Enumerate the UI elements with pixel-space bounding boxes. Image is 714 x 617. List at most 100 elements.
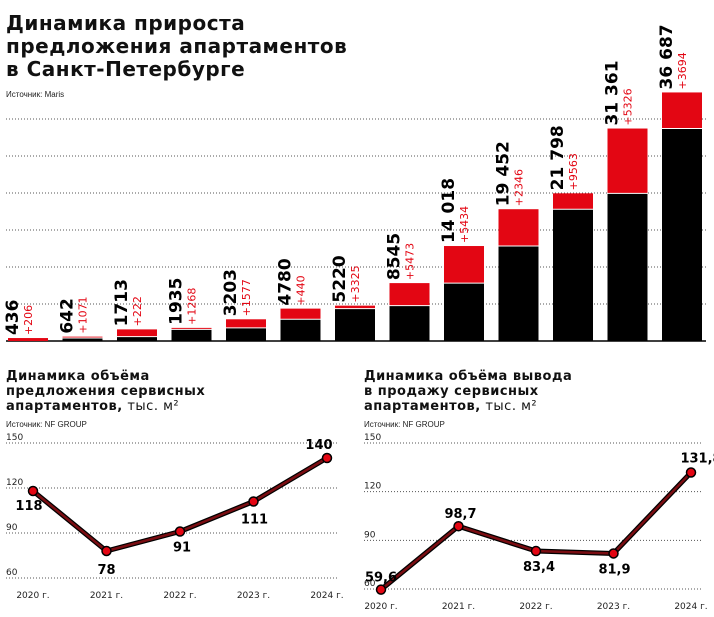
bar-increase-segment [389, 283, 430, 306]
right-ytick-label: 60 [364, 579, 376, 589]
bar-increase-label: +5434 [458, 206, 471, 243]
right-chart-title-text: Динамика объёма вывода в продажу сервисн… [364, 369, 573, 414]
bar-base-segment [117, 336, 157, 341]
left-chart-source: Источник: NF GROUP [6, 420, 87, 429]
right-data-label: 59,6 [365, 571, 397, 586]
left-data-point [101, 545, 112, 557]
left-data-point [27, 485, 39, 497]
left-ytick-label: 60 [6, 568, 18, 578]
left-chart-title-text: Динамика объёма предложения сервисных ап… [6, 369, 206, 414]
left-xtick-label: 2023 г. [237, 591, 270, 601]
left-data-label: 78 [97, 563, 115, 578]
bar-total-label: 36 687 [657, 24, 677, 89]
right-data-label: 131,8 [680, 452, 714, 467]
left-series-line [32, 456, 328, 553]
right-data-point [608, 548, 619, 559]
right-ytick-label: 120 [364, 482, 381, 492]
left-data-label: 140 [305, 438, 332, 453]
bar-total-label: 31 361 [603, 60, 623, 125]
bar-increase-label: +222 [131, 296, 144, 326]
bar-increase-label: +1577 [240, 279, 253, 316]
left-chart-unit: тыс. м² [122, 399, 180, 414]
left-data-point [321, 452, 333, 464]
right-chart-unit: тыс. м² [480, 399, 538, 414]
right-xtick-label: 2023 г. [597, 602, 630, 612]
bar-increase-segment [280, 308, 321, 320]
bar-total-label: 4780 [276, 258, 296, 305]
right-xtick-label: 2024 г. [674, 602, 707, 612]
right-xtick-label: 2020 г. [364, 602, 397, 612]
bar-base-segment [498, 246, 539, 341]
bar-base-segment [662, 128, 702, 341]
bar-increase-label: +3694 [676, 52, 689, 89]
right-data-point [375, 584, 387, 595]
bar-increase-label: +3325 [349, 265, 362, 302]
right-data-point [685, 467, 697, 478]
bar-total-label: 14 018 [439, 178, 459, 243]
left-data-point [174, 526, 186, 537]
left-series-line-outline [31, 455, 329, 554]
bar-total-label: 1935 [167, 278, 187, 325]
left-ytick-label: 150 [6, 433, 23, 443]
bar-total-label: 3203 [221, 269, 241, 316]
left-chart-title: Динамика объёма предложения сервисных ап… [6, 369, 205, 414]
right-data-point [530, 545, 542, 557]
left-data-label: 118 [15, 499, 42, 514]
bar-increase-segment [335, 305, 375, 309]
left-ytick-label: 90 [6, 523, 18, 533]
bar-base-segment [389, 305, 430, 341]
right-chart-title: Динамика объёма вывода в продажу сервисн… [364, 369, 572, 414]
bar-base-segment [280, 319, 321, 341]
bar-increase-label: +1071 [77, 296, 90, 333]
bar-base-segment [444, 283, 484, 341]
bar-total-label: 1713 [112, 279, 132, 326]
bar-increase-label: +2346 [513, 169, 526, 206]
bar-total-label: 5220 [330, 255, 350, 302]
right-data-label: 98,7 [444, 507, 476, 522]
right-ytick-label: 150 [364, 433, 381, 443]
bar-increase-segment [553, 193, 593, 210]
bar-base-segment [335, 308, 375, 341]
left-data-point [248, 496, 259, 507]
bar-increase-label: +5473 [404, 243, 417, 280]
right-data-label: 81,9 [598, 562, 630, 577]
bar-total-label: 436 [3, 300, 23, 336]
bar-increase-segment [498, 209, 539, 247]
right-xtick-label: 2022 г. [519, 602, 552, 612]
left-ytick-label: 120 [6, 478, 23, 488]
bar-increase-label: +440 [295, 275, 308, 305]
bar-base-segment [553, 209, 593, 341]
bar-increase-segment [62, 336, 103, 339]
main-chart-title: Динамика прироста предложения апартамент… [6, 11, 348, 81]
right-data-point [453, 520, 464, 532]
right-xtick-label: 2021 г. [442, 602, 475, 612]
bar-increase-segment [607, 128, 648, 194]
bar-base-segment [171, 329, 212, 341]
bar-increase-segment [226, 319, 266, 328]
bar-increase-segment [662, 92, 702, 129]
bar-increase-label: +9563 [567, 153, 580, 190]
left-data-label: 91 [173, 541, 191, 556]
bar-total-label: 21 798 [548, 125, 568, 190]
left-xtick-label: 2021 г. [90, 591, 123, 601]
bar-base-segment [62, 338, 103, 341]
bar-total-label: 19 452 [494, 141, 514, 206]
main-chart-source: Источник: Maris [6, 90, 65, 99]
bar-increase-segment [8, 338, 48, 341]
right-data-label: 83,4 [523, 560, 555, 575]
bar-base-segment [607, 193, 648, 341]
bar-increase-label: +5326 [622, 88, 635, 125]
right-chart-source: Источник: NF GROUP [364, 420, 445, 429]
bar-increase-segment [117, 329, 157, 337]
bar-base-segment [226, 327, 266, 341]
bar-increase-label: +206 [22, 305, 35, 335]
bar-total-label: 8545 [385, 233, 405, 280]
bar-total-label: 642 [58, 298, 78, 334]
right-ytick-label: 90 [364, 530, 376, 540]
bar-increase-segment [444, 246, 484, 284]
bar-increase-label: +1268 [186, 288, 199, 325]
left-xtick-label: 2022 г. [163, 591, 196, 601]
left-data-label: 111 [241, 513, 268, 528]
bar-increase-segment [171, 327, 212, 330]
